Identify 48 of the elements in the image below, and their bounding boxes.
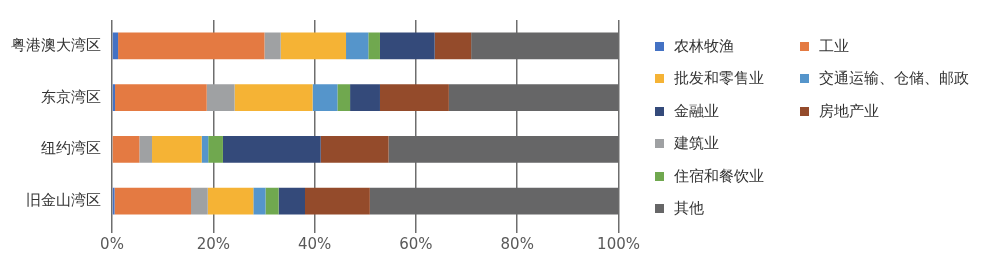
- bar: [265, 187, 279, 215]
- legend-label: 建筑业: [674, 134, 719, 154]
- bar: [278, 187, 305, 215]
- bar: [379, 32, 435, 60]
- bar: [368, 32, 380, 60]
- bar: [201, 135, 209, 163]
- bar: [434, 32, 472, 60]
- x-tick-label: 100%: [597, 234, 640, 253]
- bar: [118, 32, 265, 60]
- bar: [253, 187, 266, 215]
- x-tick-label: 40%: [297, 234, 332, 253]
- bar: [320, 135, 389, 163]
- bar: [264, 32, 281, 60]
- bar: [115, 84, 207, 112]
- legend-label: 房地产业: [819, 101, 879, 121]
- bar: [280, 32, 347, 60]
- x-tick-label: 60%: [399, 234, 433, 253]
- bar: [112, 32, 119, 60]
- bar: [222, 135, 321, 163]
- bar: [312, 84, 338, 112]
- bar: [208, 135, 223, 163]
- legend-label: 金融业: [674, 101, 719, 121]
- bar: [112, 135, 140, 163]
- legend-label: 交通运输、仓储、邮政: [819, 69, 969, 89]
- bar: [234, 84, 313, 112]
- bar: [305, 187, 370, 215]
- bar: [139, 135, 153, 163]
- x-tick-label: 20%: [196, 234, 230, 253]
- y-tick-label: 粤港澳大湾区: [11, 35, 101, 54]
- bar: [207, 187, 254, 215]
- legend-label: 住宿和餐饮业: [674, 166, 764, 186]
- bar: [337, 84, 351, 112]
- legend-label: 工业: [819, 36, 849, 56]
- bar: [346, 32, 369, 60]
- bar: [191, 187, 208, 215]
- y-tick-label: 纽约湾区: [41, 139, 101, 158]
- bar: [379, 84, 449, 112]
- bar: [350, 84, 380, 112]
- x-tick-label: 80%: [500, 234, 534, 253]
- y-tick-label: 东京湾区: [41, 87, 101, 106]
- bar: [152, 135, 202, 163]
- x-tick-label: 0%: [100, 234, 124, 253]
- bar: [206, 84, 235, 112]
- legend-label: 批发和零售业: [674, 69, 764, 89]
- legend-label: 农林牧渔: [674, 36, 734, 56]
- legend-label: 其他: [674, 199, 704, 219]
- y-tick-label: 旧金山湾区: [26, 191, 101, 210]
- bar: [114, 187, 192, 215]
